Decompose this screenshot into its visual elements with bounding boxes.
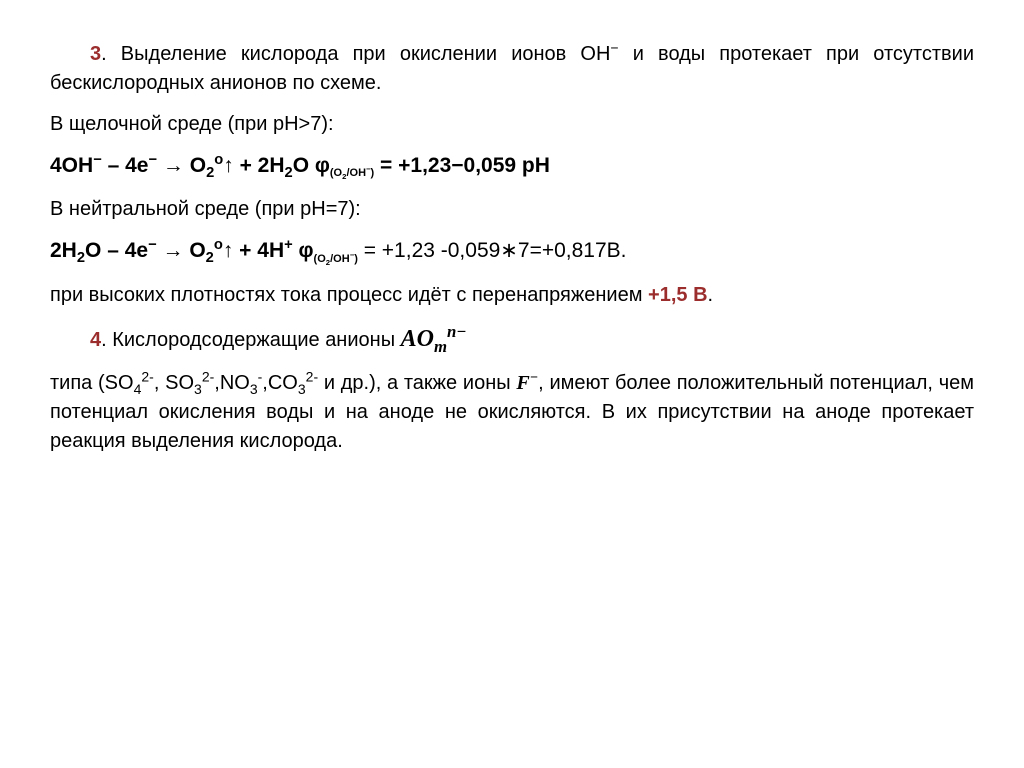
sub: 3: [298, 381, 306, 397]
eq1-rhs2: O φ: [293, 154, 330, 177]
overvoltage-value: +1,5 В: [648, 284, 707, 306]
eq2-val: = +1,23 -0,059∗7=+0,817B.: [358, 239, 627, 262]
sub: 3: [250, 381, 258, 397]
eq1-lhs2: – 4e: [102, 154, 149, 177]
sup-minus: −: [610, 39, 618, 55]
sub: 2: [77, 251, 85, 267]
sup: o: [214, 237, 223, 253]
p2-text: В щелочной среде (при рН>7):: [50, 113, 334, 135]
p6-b: , SO: [154, 372, 194, 394]
sup: 2-: [202, 368, 214, 384]
p3-text: В нейтральной среде (при рН=7):: [50, 198, 361, 220]
p6-d: ,CO: [262, 372, 298, 394]
item-number-4: 4: [90, 329, 101, 351]
sup: −: [148, 152, 157, 168]
sub: 2: [285, 165, 293, 181]
eq2-lhs: 2H: [50, 239, 77, 262]
sub: /OH: [330, 253, 350, 265]
eq1-rhs: ↑ + 2H: [223, 154, 284, 177]
sub: 3: [194, 381, 202, 397]
p4-c: .: [708, 284, 714, 306]
anion-symbol: AOmn−: [401, 326, 467, 352]
p5-text: . Кислородсодержащие анионы: [101, 329, 401, 351]
eq2-phi: φ: [293, 239, 314, 262]
anion-sup: n−: [447, 322, 467, 341]
p6-a: типа (SO: [50, 372, 134, 394]
eq2-arrow: → O: [157, 239, 206, 262]
p6-f: F: [516, 372, 529, 394]
p6-c: ,NO: [214, 372, 250, 394]
anion-a: AO: [401, 326, 434, 352]
eq1-lhs: 4OH: [50, 154, 93, 177]
equation-1: 4OH− – 4e− → O2o↑ + 2H2O φ(O2/OH−) = +1,…: [50, 151, 974, 181]
p4-a: при высоких плотностях тока процесс идёт…: [50, 284, 648, 306]
eq2-rhs: ↑ + 4H: [223, 239, 284, 262]
eq2-lhs2: O – 4e: [85, 239, 148, 262]
paragraph-2: В щелочной среде (при рН>7):: [50, 110, 974, 139]
sub: 2: [206, 251, 214, 267]
sup: +: [284, 237, 293, 253]
item-number-3: 3: [90, 43, 101, 65]
paragraph-3: В нейтральной среде (при рН=7):: [50, 195, 974, 224]
eq1-arrow: → O: [157, 154, 206, 177]
sup: o: [214, 152, 223, 168]
paragraph-6: типа (SO42-, SO32-,NO3-,CO32- и др.), а …: [50, 369, 974, 456]
sub: (O: [330, 167, 342, 179]
anion-sub: m: [434, 337, 447, 356]
sup: 2-: [306, 368, 318, 384]
paragraph-5: 4. Кислородсодержащие анионы AOmn−: [50, 322, 974, 357]
equation-2: 2H2O – 4e− → O2o↑ + 4H+ φ(O2/OH−) = +1,2…: [50, 236, 974, 266]
p1-text-a: . Выделение кислорода при окислении ионо…: [101, 43, 610, 65]
sup: −: [530, 370, 538, 385]
sup: −: [93, 152, 102, 168]
eq1-val: = +1,23−0,059 pH: [374, 154, 550, 177]
paragraph-4: при высоких плотностях тока процесс идёт…: [50, 281, 974, 310]
sub: /OH: [346, 167, 366, 179]
sup: −: [148, 237, 157, 253]
sub: (O: [314, 253, 326, 265]
paragraph-1: 3. Выделение кислорода при окислении ион…: [50, 40, 974, 98]
p6-e: и др.), а также ионы: [318, 372, 516, 394]
sup: 2-: [141, 368, 153, 384]
